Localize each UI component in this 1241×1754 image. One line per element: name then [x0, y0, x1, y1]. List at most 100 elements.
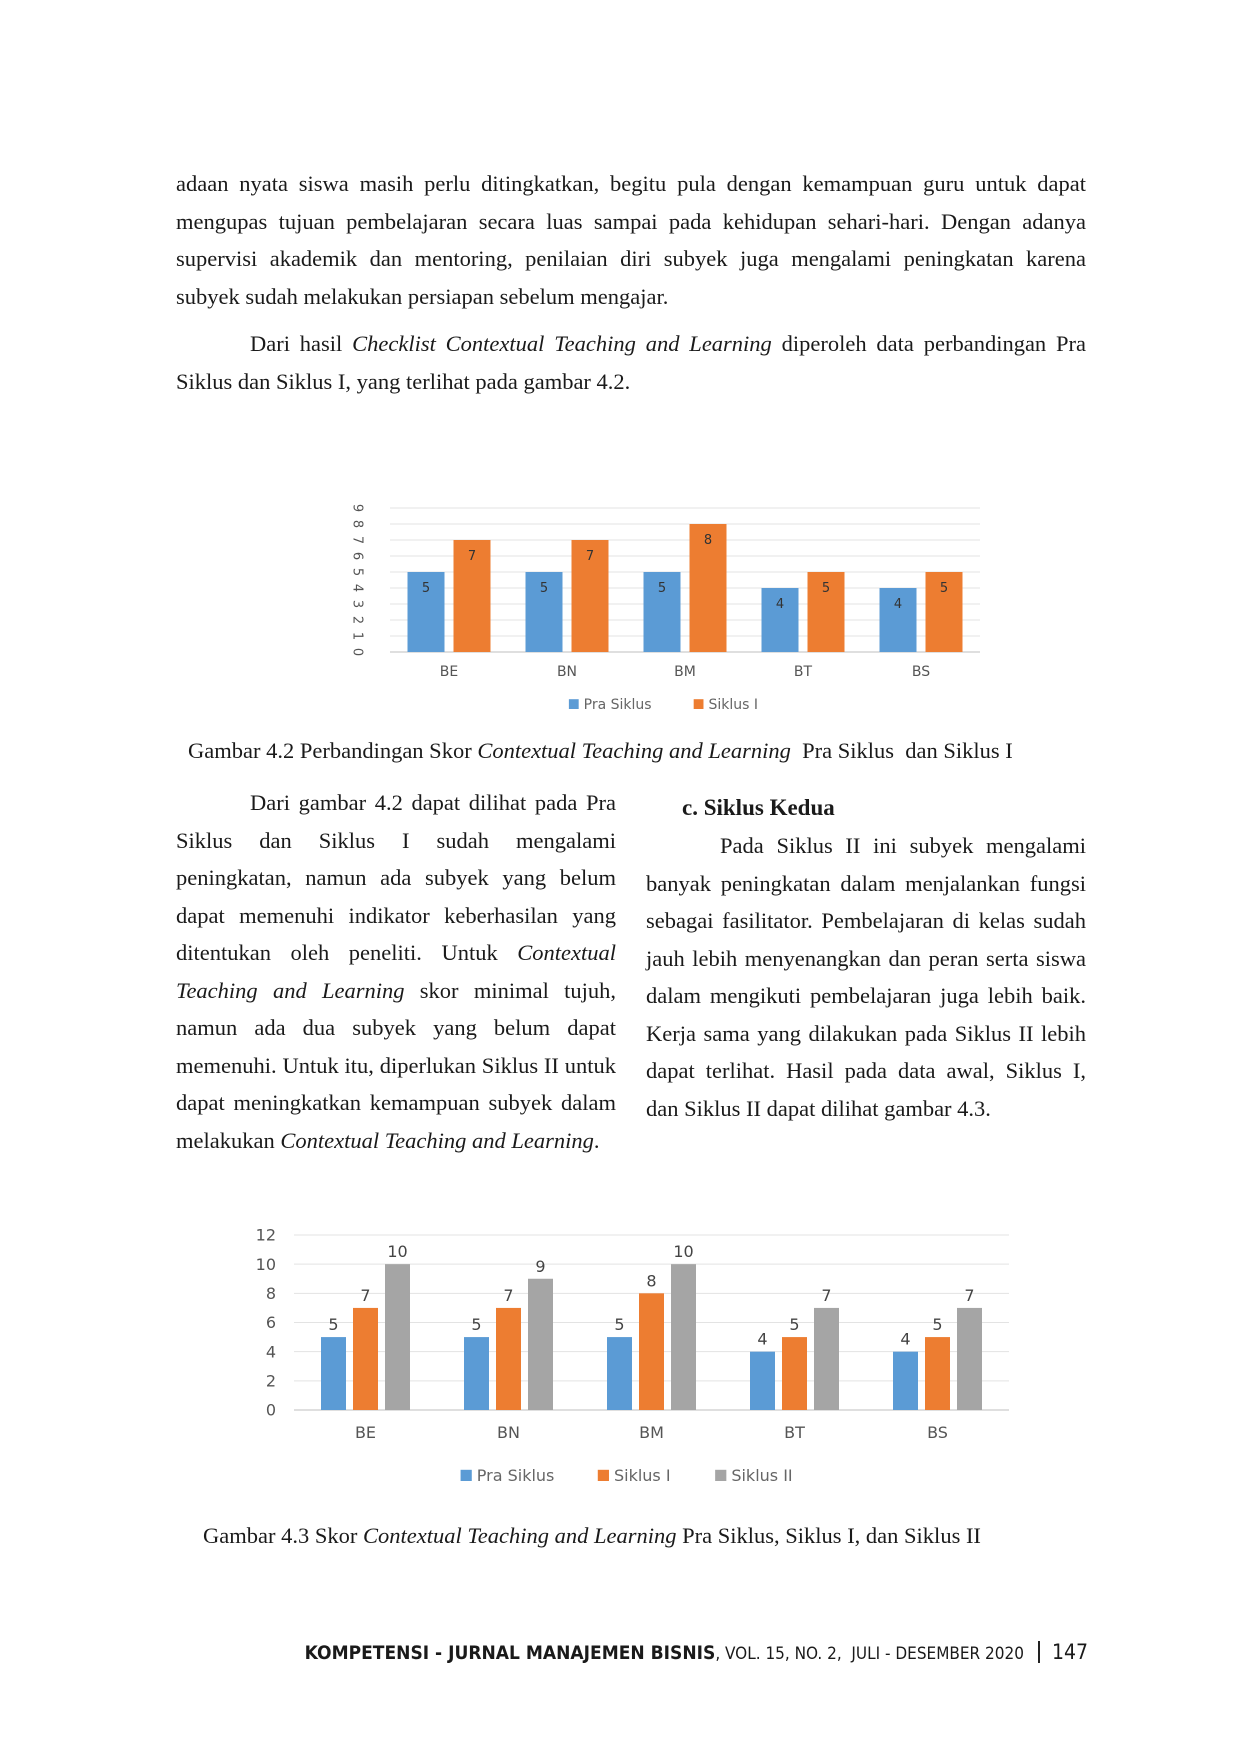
bar-be-series-1: [321, 1337, 346, 1410]
bar-bm-series-1: [643, 572, 681, 652]
legend-swatch-1: [568, 699, 579, 709]
right-text: Pada Siklus II ini subyek mengalami bany…: [646, 833, 1086, 1121]
caption-4-2-text-a: Gambar 4.2 Perbandingan Skor: [188, 738, 478, 763]
legend-label-3: Siklus II: [731, 1466, 792, 1485]
bar-bt-series-2: [807, 572, 845, 652]
y-tick-label: 6: [266, 1313, 276, 1332]
bar-bt-series-1: [750, 1351, 775, 1410]
paragraph-checklist: Dari hasil Checklist Contextual Teaching…: [176, 325, 1086, 400]
data-label: 7: [964, 1286, 974, 1305]
data-label: 10: [673, 1242, 693, 1261]
bar-bn-series-3: [528, 1278, 553, 1410]
x-category-label: BS: [927, 1423, 948, 1442]
footer-journal-name: KOMPETENSI - JURNAL MANAJEMEN BISNIS: [304, 1642, 716, 1664]
figure-4-3-caption: Gambar 4.3 Skor Contextual Teaching and …: [203, 1521, 981, 1551]
figure-4-2-chart: 0 1 2 3 4 5 6 7 8 9 5 7 BE 5 7 BN 5 8 BM 4 5 BT 4 5 BS Pra Siklus…: [335, 430, 995, 735]
y-tick-label: 8: [266, 1284, 276, 1303]
data-label: 5: [422, 581, 430, 596]
x-category-label: BS: [912, 664, 930, 680]
caption-4-3-text-a: Gambar 4.3 Skor: [203, 1523, 363, 1548]
bar-bs-series-2: [925, 572, 963, 652]
caption-4-3-emphasis: Contextual Teaching and Learning: [362, 1523, 677, 1548]
data-label: 7: [503, 1286, 513, 1305]
y-tick-label: 4: [266, 1342, 276, 1361]
section-heading: c. Siklus Kedua: [682, 795, 835, 820]
y-tick-label: 6: [350, 552, 365, 560]
paragraph-right-column: Pada Siklus II ini subyek mengalami bany…: [646, 827, 1086, 1127]
footer-separator: [1037, 1641, 1040, 1663]
left-emphasis-1: Contextual Teaching and Learning: [176, 940, 616, 1003]
data-label: 8: [704, 533, 712, 548]
data-label: 5: [822, 581, 830, 596]
y-tick-label: 0: [266, 1401, 276, 1420]
paragraph-checklist-text-b: diperoleh data perbandingan Pra Siklus d…: [176, 331, 1086, 394]
x-category-label: BM: [639, 1423, 664, 1442]
bar-bm-series-1: [607, 1337, 632, 1410]
data-label: 5: [614, 1315, 624, 1334]
caption-4-2-emphasis: Contextual Teaching and Learning: [477, 738, 791, 763]
left-text-a: Dari gambar 4.2 dapat dilihat pada Pra S…: [176, 790, 616, 965]
bar-bm-series-3: [671, 1264, 696, 1410]
bar-bs-series-2: [925, 1337, 950, 1410]
bar-be-series-2: [353, 1307, 378, 1410]
data-label: 5: [789, 1315, 799, 1334]
y-tick-label: 1: [350, 632, 365, 640]
legend-swatch-1: [460, 1469, 472, 1481]
legend-label-1: Pra Siklus: [584, 697, 652, 713]
paragraph-left-column: Dari gambar 4.2 dapat dilihat pada Pra S…: [176, 784, 616, 1159]
bar-be-series-2: [453, 540, 491, 652]
y-tick-label: 10: [256, 1255, 276, 1274]
y-tick-label: 8: [350, 520, 365, 528]
bar-bt-series-3: [814, 1307, 839, 1410]
data-label: 7: [586, 549, 594, 564]
legend-label-1: Pra Siklus: [477, 1466, 555, 1485]
data-label: 7: [360, 1286, 370, 1305]
y-tick-label: 2: [266, 1371, 276, 1390]
data-label: 5: [471, 1315, 481, 1334]
legend-label-2: Siklus I: [614, 1466, 671, 1485]
data-label: 4: [900, 1330, 910, 1349]
x-category-label: BM: [674, 664, 696, 680]
bar-be-series-3: [385, 1264, 410, 1410]
data-label: 10: [387, 1242, 407, 1261]
data-label: 5: [328, 1315, 338, 1334]
bar-be-series-1: [407, 572, 445, 652]
bar-bs-series-1: [893, 1351, 918, 1410]
legend-swatch-2: [597, 1469, 609, 1481]
figure-4-3-svg: 0 2 4 6 8 10 12 5 7 10 BE 5 7 9 BN 5 8 10 BM 4 5 7 BT 4 5 7 BS Pra …: [256, 1226, 1009, 1485]
legend-label-2: Siklus I: [708, 697, 758, 713]
bar-bt-series-2: [782, 1337, 807, 1410]
data-label: 5: [540, 581, 548, 596]
bar-bm-series-2: [639, 1293, 664, 1410]
left-text-c: .: [593, 1127, 600, 1153]
legend-swatch-2: [693, 699, 704, 709]
y-tick-label: 9: [350, 504, 365, 512]
data-label: 5: [932, 1315, 942, 1334]
data-label: 7: [821, 1286, 831, 1305]
data-label: 4: [894, 597, 902, 612]
figure-4-2-svg: 0 1 2 3 4 5 6 7 8 9 5 7 BE 5 7 BN 5 8 BM 4 5 BT 4 5 BS Pra Siklus…: [350, 504, 980, 713]
y-tick-label: 12: [256, 1226, 276, 1245]
figure-4-3-chart: 0 2 4 6 8 10 12 5 7 10 BE 5 7 9 BN 5 8 10 BM 4 5 7 BT 4 5 7 BS Pra …: [234, 1215, 1034, 1510]
data-label: 5: [658, 581, 666, 596]
caption-4-3-text-b: Pra Siklus, Siklus I, dan Siklus II: [676, 1523, 981, 1548]
bar-bm-series-2: [689, 524, 727, 652]
bar-bt-series-1: [761, 588, 799, 652]
bar-bn-series-1: [525, 572, 563, 652]
y-tick-label: 5: [350, 568, 365, 576]
figure-4-2-caption: Gambar 4.2 Perbandingan Skor Contextual …: [188, 736, 1013, 766]
bar-bn-series-2: [571, 540, 609, 652]
x-category-label: BN: [497, 1423, 520, 1442]
data-label: 8: [646, 1271, 656, 1290]
data-label: 4: [757, 1330, 767, 1349]
page-number: 147: [1051, 1640, 1088, 1664]
paragraph-intro: adaan nyata siswa masih perlu ditingkatk…: [176, 171, 1086, 309]
bar-bs-series-1: [879, 588, 917, 652]
data-label: 7: [468, 549, 476, 564]
paragraph-checklist-emphasis: Checklist Contextual Teaching and Learni…: [352, 331, 772, 356]
footer-issue: , VOL. 15, NO. 2, JULI - DESEMBER 2020: [715, 1644, 1024, 1664]
x-category-label: BE: [355, 1423, 376, 1442]
x-category-label: BT: [794, 664, 813, 680]
y-tick-label: 2: [350, 616, 365, 624]
data-label: 9: [535, 1257, 545, 1276]
